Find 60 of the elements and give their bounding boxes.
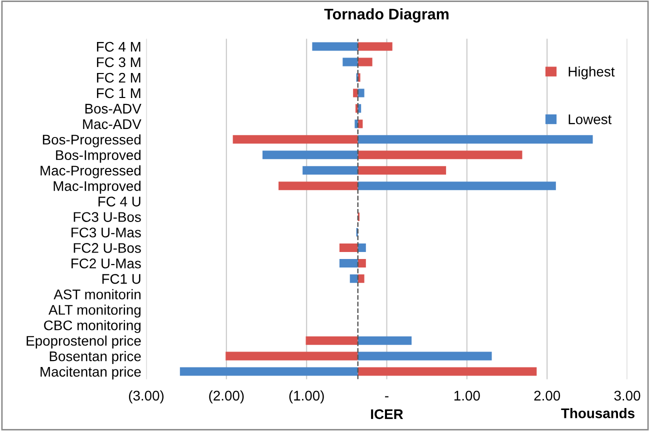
y-tick-label: Bos-ADV (85, 104, 142, 114)
bar (358, 58, 372, 66)
y-tick-label: FC 4 M (97, 42, 140, 52)
bar (358, 135, 593, 144)
bar (180, 367, 358, 376)
y-tick-label: FC3 U-Bos (74, 212, 141, 222)
bar (342, 58, 358, 66)
bar (232, 135, 358, 144)
bar (358, 166, 446, 175)
bar (358, 274, 364, 283)
y-tick-label: ALT monitoring (48, 304, 140, 318)
bar (358, 258, 366, 268)
chart-title: Tornado Diagram (324, 8, 448, 23)
y-tick-label: Mac-Improved (54, 180, 140, 194)
y-tick-label: Bos-Progressed (42, 134, 140, 148)
y-tick-label: Bosentan price (50, 351, 141, 364)
x-tick-label: (2.00) (209, 390, 244, 404)
y-tick-label: FC1 U (102, 274, 140, 284)
x-tick-label: 1.00 (454, 390, 480, 401)
bar (306, 336, 358, 345)
x-tick-label: 2.00 (534, 390, 560, 401)
y-tick-label: FC 3 M (97, 57, 140, 68)
x-tick-label: - (385, 396, 388, 398)
bar (339, 258, 358, 268)
y-tick-label: FC2 U-Bos (74, 243, 141, 253)
y-tick-label: Bos-Improved (56, 150, 140, 163)
y-tick-label: Mac-ADV (83, 119, 142, 130)
bar (358, 367, 537, 376)
bar (278, 182, 358, 190)
bar (358, 352, 492, 360)
bar (358, 243, 366, 252)
y-tick-label: FC 2 M (97, 72, 140, 83)
bar (358, 88, 364, 98)
y-tick-label: FC 4 U (98, 196, 140, 206)
bar (358, 182, 556, 190)
bar (339, 243, 358, 252)
bar (358, 336, 412, 345)
legend-label: Lowest (568, 114, 612, 124)
text: Thousands (561, 408, 634, 418)
y-tick-label: Epoprostenol price (26, 336, 141, 348)
y-tick-label: Mac-Progressed (40, 165, 140, 178)
y-tick-label: CBC monitoring (44, 320, 140, 334)
bar (353, 88, 358, 98)
x-axis-title: ICER (371, 409, 404, 420)
y-tick-label: FC 1 M (97, 88, 140, 98)
y-tick-label: FC2 U-Mas (72, 258, 141, 268)
bar (358, 42, 392, 51)
bar (262, 150, 358, 160)
bar (226, 352, 358, 360)
bar (358, 150, 522, 160)
y-tick-label: AST monitorin (54, 289, 140, 300)
x-tick-label: (1.00) (289, 390, 324, 404)
legend-label: Highest (568, 66, 615, 80)
x-tick-label: 3.00 (614, 390, 640, 401)
y-tick-label: FC3 U-Mas (72, 228, 141, 238)
bar (302, 166, 358, 175)
x-tick-label: (3.00) (128, 390, 164, 404)
bar (312, 42, 358, 51)
bar (350, 274, 358, 283)
y-tick-label: Macitentan price (40, 366, 141, 380)
